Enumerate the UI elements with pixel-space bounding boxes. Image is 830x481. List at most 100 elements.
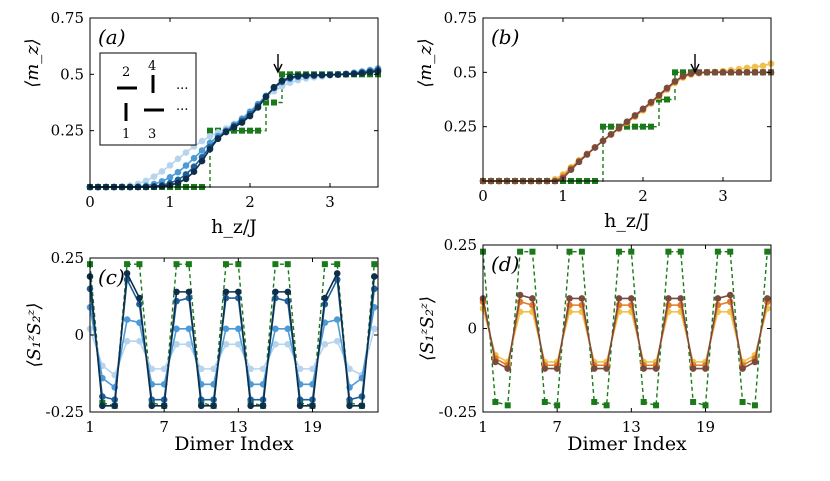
data-point bbox=[207, 127, 213, 134]
data-point bbox=[190, 154, 198, 162]
x-axis-label: Dimer Index bbox=[567, 433, 687, 455]
x-tick-label: 7 bbox=[159, 418, 169, 436]
data-point bbox=[185, 340, 193, 348]
data-point bbox=[615, 295, 623, 302]
data-point bbox=[591, 398, 598, 405]
data-point bbox=[541, 365, 549, 372]
inset-label: 4 bbox=[148, 59, 156, 74]
data-point bbox=[672, 69, 678, 76]
data-point bbox=[214, 135, 222, 143]
y-axis-label: ⟨S₁ᶻS₂ᶻ⟩ bbox=[417, 296, 438, 361]
data-point bbox=[185, 325, 193, 333]
data-point bbox=[198, 157, 206, 165]
panel-label: (b) bbox=[491, 25, 519, 49]
data-point bbox=[321, 294, 329, 302]
y-tick-label: 0 bbox=[467, 320, 477, 338]
y-tick-label: 0.25 bbox=[444, 236, 477, 254]
inset-ellipsis: ... bbox=[176, 78, 188, 93]
data-point bbox=[318, 71, 326, 79]
data-point bbox=[158, 183, 166, 190]
data-point bbox=[615, 248, 622, 255]
data-point bbox=[246, 112, 254, 120]
data-point bbox=[182, 175, 190, 183]
data-point bbox=[197, 365, 205, 373]
data-point bbox=[370, 273, 378, 280]
data-point bbox=[334, 261, 341, 268]
data-point bbox=[239, 127, 245, 134]
data-point bbox=[111, 402, 119, 410]
data-point bbox=[346, 365, 353, 373]
data-point bbox=[235, 340, 242, 348]
data-point bbox=[174, 179, 182, 187]
x-tick-label: 2 bbox=[245, 193, 255, 211]
y-tick-label: 0.25 bbox=[51, 122, 84, 140]
data-point bbox=[677, 248, 684, 255]
x-tick-label: 1 bbox=[478, 418, 488, 436]
y-axis-label: ⟨m_z⟩ bbox=[22, 38, 43, 88]
data-point bbox=[136, 337, 143, 345]
plot-frame bbox=[89, 17, 379, 188]
data-point bbox=[640, 123, 646, 130]
data-point bbox=[739, 365, 746, 372]
data-point bbox=[671, 77, 679, 85]
data-point bbox=[254, 104, 262, 111]
data-point bbox=[751, 358, 759, 366]
data-point bbox=[309, 365, 316, 373]
data-point bbox=[174, 168, 182, 176]
data-point bbox=[190, 168, 198, 175]
data-point bbox=[554, 402, 561, 409]
data-point bbox=[333, 337, 341, 345]
data-point bbox=[517, 248, 524, 255]
data-point bbox=[371, 261, 378, 268]
panel-label: (d) bbox=[491, 252, 519, 276]
x-axis-label: h_z/J bbox=[604, 210, 650, 232]
data-point bbox=[222, 325, 230, 333]
x-tick-label: 3 bbox=[325, 193, 335, 211]
data-point bbox=[553, 365, 561, 372]
x-tick-label: 1 bbox=[558, 187, 568, 205]
data-point bbox=[680, 69, 686, 76]
panel-a: 0 1 2 3 0.25 0.5 0.75 (a) h_z/J ⟨m_z⟩ 2 4 1 3...... bbox=[22, 9, 382, 238]
data-point bbox=[142, 177, 150, 185]
data-point bbox=[284, 261, 291, 268]
data-point bbox=[206, 133, 214, 140]
data-point bbox=[541, 398, 548, 405]
series-line-green-dashed bbox=[482, 250, 768, 407]
data-point bbox=[247, 402, 254, 410]
data-point bbox=[529, 248, 536, 255]
data-point bbox=[123, 316, 131, 323]
y-tick-label: 0.5 bbox=[60, 65, 84, 83]
data-point bbox=[655, 91, 663, 99]
data-point bbox=[247, 365, 254, 373]
data-point bbox=[185, 261, 192, 268]
data-point bbox=[640, 398, 647, 405]
panel-label: (a) bbox=[98, 25, 126, 49]
data-point bbox=[719, 69, 727, 76]
data-point bbox=[591, 144, 599, 151]
series-line-blue-darkest bbox=[89, 270, 376, 407]
series-line-brown bbox=[482, 294, 769, 370]
data-point bbox=[607, 130, 615, 138]
x-tick-label: 0 bbox=[85, 193, 95, 211]
data-point bbox=[679, 72, 687, 80]
data-point bbox=[333, 316, 341, 323]
data-point bbox=[759, 62, 767, 70]
data-point bbox=[148, 365, 156, 373]
data-point bbox=[334, 71, 342, 78]
data-point bbox=[166, 162, 174, 169]
data-point bbox=[623, 118, 631, 125]
data-point bbox=[504, 365, 512, 372]
data-point bbox=[222, 340, 230, 348]
panel-label: (c) bbox=[98, 265, 125, 289]
data-point bbox=[231, 127, 237, 134]
data-point bbox=[342, 71, 350, 78]
data-point bbox=[631, 112, 639, 119]
data-point bbox=[603, 365, 610, 372]
data-point bbox=[647, 98, 655, 106]
x-tick-label: 19 bbox=[696, 418, 715, 436]
data-point bbox=[222, 128, 230, 136]
data-point bbox=[652, 365, 660, 372]
data-point bbox=[739, 398, 746, 405]
data-point bbox=[759, 69, 767, 76]
y-tick-label: 0.25 bbox=[444, 118, 477, 136]
